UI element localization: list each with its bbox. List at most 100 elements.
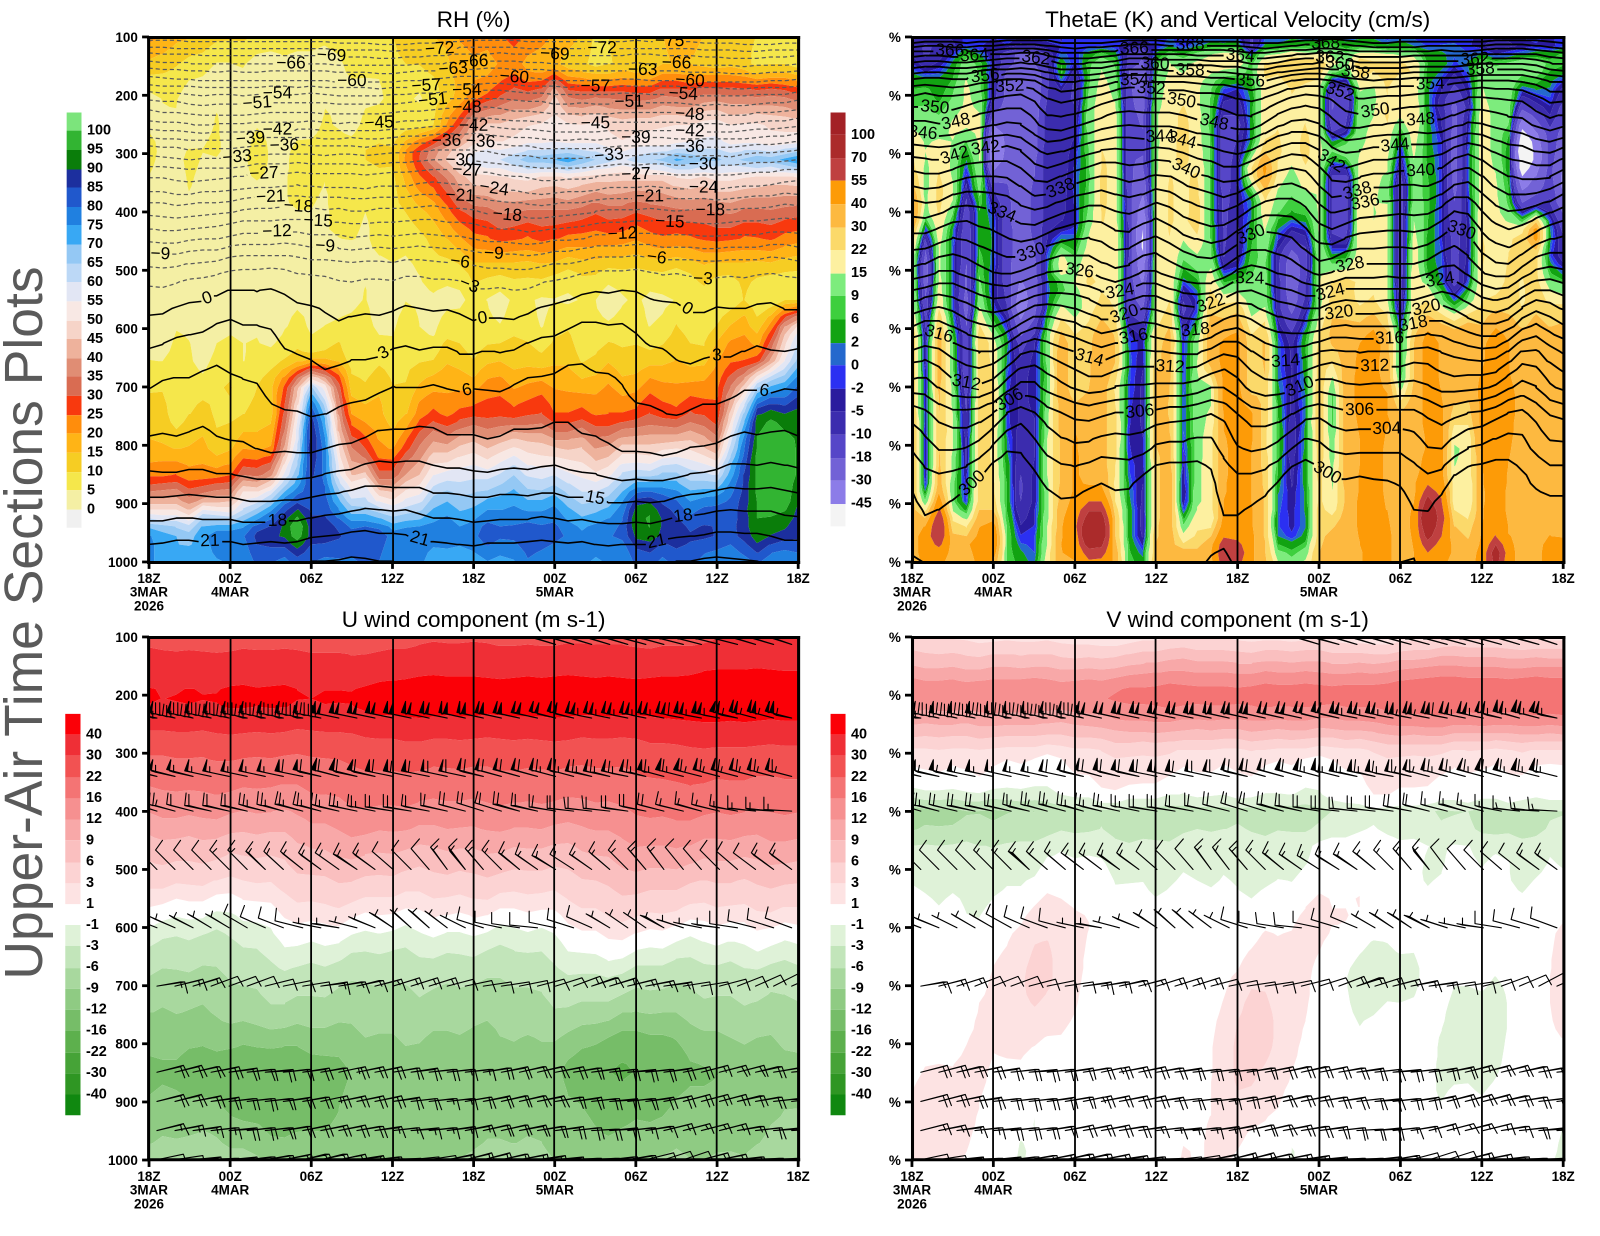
svg-text:40: 40 <box>86 726 102 742</box>
svg-text:18: 18 <box>672 504 694 526</box>
svg-text:%: % <box>889 688 901 703</box>
svg-text:−69: −69 <box>540 43 570 64</box>
svg-text:−51: −51 <box>614 91 644 111</box>
svg-text:−60: −60 <box>499 65 530 87</box>
svg-text:00Z: 00Z <box>543 571 566 586</box>
svg-text:-16: -16 <box>851 1023 872 1039</box>
svg-text:5MAR: 5MAR <box>1300 1183 1338 1198</box>
svg-text:324: 324 <box>1104 278 1136 303</box>
svg-text:344: 344 <box>1145 125 1175 146</box>
svg-text:−12: −12 <box>607 222 637 243</box>
svg-text:5: 5 <box>87 482 95 498</box>
svg-text:360: 360 <box>1324 51 1355 75</box>
svg-text:20: 20 <box>87 426 103 442</box>
svg-text:12: 12 <box>86 811 102 827</box>
svg-text:4MAR: 4MAR <box>974 585 1012 600</box>
svg-text:16: 16 <box>851 790 867 806</box>
svg-text:−36: −36 <box>465 130 495 152</box>
svg-text:-12: -12 <box>851 1001 872 1017</box>
svg-text:-30: -30 <box>851 1065 872 1081</box>
svg-text:21: 21 <box>645 529 668 553</box>
svg-text:1000: 1000 <box>108 1153 138 1168</box>
svg-text:55: 55 <box>87 293 103 309</box>
svg-text:-45: -45 <box>851 496 872 512</box>
svg-text:−54: −54 <box>452 79 482 100</box>
svg-text:30: 30 <box>851 219 867 235</box>
svg-text:800: 800 <box>115 1037 137 1052</box>
svg-text:06Z: 06Z <box>1389 571 1412 586</box>
svg-text:18Z: 18Z <box>1552 1169 1575 1184</box>
svg-text:1000: 1000 <box>108 555 138 570</box>
svg-text:−24: −24 <box>689 176 719 197</box>
svg-text:V wind component (m s-1): V wind component (m s-1) <box>1106 607 1369 632</box>
svg-text:06Z: 06Z <box>300 571 323 586</box>
svg-text:−24: −24 <box>478 175 510 199</box>
svg-text:368: 368 <box>1176 34 1205 54</box>
svg-text:−36: −36 <box>269 134 299 155</box>
svg-text:06Z: 06Z <box>624 571 647 586</box>
svg-text:06Z: 06Z <box>300 1169 323 1184</box>
svg-text:35: 35 <box>87 369 103 385</box>
svg-text:360: 360 <box>1140 52 1170 73</box>
svg-text:−27: −27 <box>249 162 279 183</box>
svg-text:30: 30 <box>86 748 102 764</box>
svg-text:350: 350 <box>1166 87 1198 112</box>
svg-text:358: 358 <box>1465 58 1495 80</box>
svg-text:−66: −66 <box>459 50 489 71</box>
svg-text:U wind component (m s-1): U wind component (m s-1) <box>342 607 606 632</box>
svg-text:−75: −75 <box>655 30 685 51</box>
svg-text:500: 500 <box>115 263 137 278</box>
svg-text:%: % <box>889 1153 901 1168</box>
svg-text:100: 100 <box>851 127 875 143</box>
svg-text:324: 324 <box>1424 267 1456 291</box>
svg-text:5MAR: 5MAR <box>1300 585 1338 600</box>
svg-text:306: 306 <box>1124 399 1155 422</box>
svg-text:%: % <box>889 804 901 819</box>
svg-text:1: 1 <box>86 896 94 912</box>
svg-text:40: 40 <box>87 350 103 366</box>
svg-text:2026: 2026 <box>134 1196 164 1211</box>
svg-text:350: 350 <box>1359 98 1391 122</box>
svg-text:15: 15 <box>584 485 607 508</box>
svg-text:4MAR: 4MAR <box>211 585 249 600</box>
svg-text:6: 6 <box>851 854 859 870</box>
svg-text:6: 6 <box>851 311 859 327</box>
svg-text:316: 316 <box>1375 327 1404 348</box>
svg-text:9: 9 <box>851 288 859 304</box>
svg-text:−42: −42 <box>675 120 705 141</box>
svg-text:06Z: 06Z <box>1389 1169 1412 1184</box>
svg-text:800: 800 <box>115 438 137 453</box>
svg-text:-40: -40 <box>851 1086 872 1102</box>
svg-text:%: % <box>889 88 901 103</box>
svg-text:75: 75 <box>87 217 103 233</box>
svg-text:312: 312 <box>950 369 982 394</box>
svg-text:−66: −66 <box>662 52 692 73</box>
svg-text:2026: 2026 <box>134 598 164 613</box>
svg-text:21: 21 <box>200 530 220 550</box>
svg-text:%: % <box>889 205 901 220</box>
svg-text:350: 350 <box>919 95 950 118</box>
svg-text:6: 6 <box>86 854 94 870</box>
svg-text:100: 100 <box>115 630 137 645</box>
svg-text:−33: −33 <box>593 143 624 165</box>
svg-text:−45: −45 <box>364 111 394 132</box>
svg-text:-22: -22 <box>851 1044 872 1060</box>
svg-text:−51: −51 <box>242 91 273 113</box>
svg-text:12Z: 12Z <box>381 571 404 586</box>
svg-text:400: 400 <box>115 205 137 220</box>
svg-text:%: % <box>889 30 901 45</box>
svg-text:25: 25 <box>87 407 103 423</box>
svg-text:%: % <box>889 438 901 453</box>
svg-text:−36: −36 <box>432 130 462 150</box>
svg-text:−3: −3 <box>693 268 714 289</box>
svg-text:%: % <box>889 147 901 162</box>
svg-text:300: 300 <box>115 147 137 162</box>
svg-text:-22: -22 <box>86 1044 107 1060</box>
svg-text:18: 18 <box>268 510 288 530</box>
svg-text:85: 85 <box>87 179 103 195</box>
svg-text:−39: −39 <box>235 126 266 148</box>
svg-text:−36: −36 <box>675 136 705 156</box>
svg-text:318: 318 <box>1180 318 1211 341</box>
svg-text:Upper-Air Time Sections Plots: Upper-Air Time Sections Plots <box>0 266 54 979</box>
svg-text:-6: -6 <box>851 959 864 975</box>
